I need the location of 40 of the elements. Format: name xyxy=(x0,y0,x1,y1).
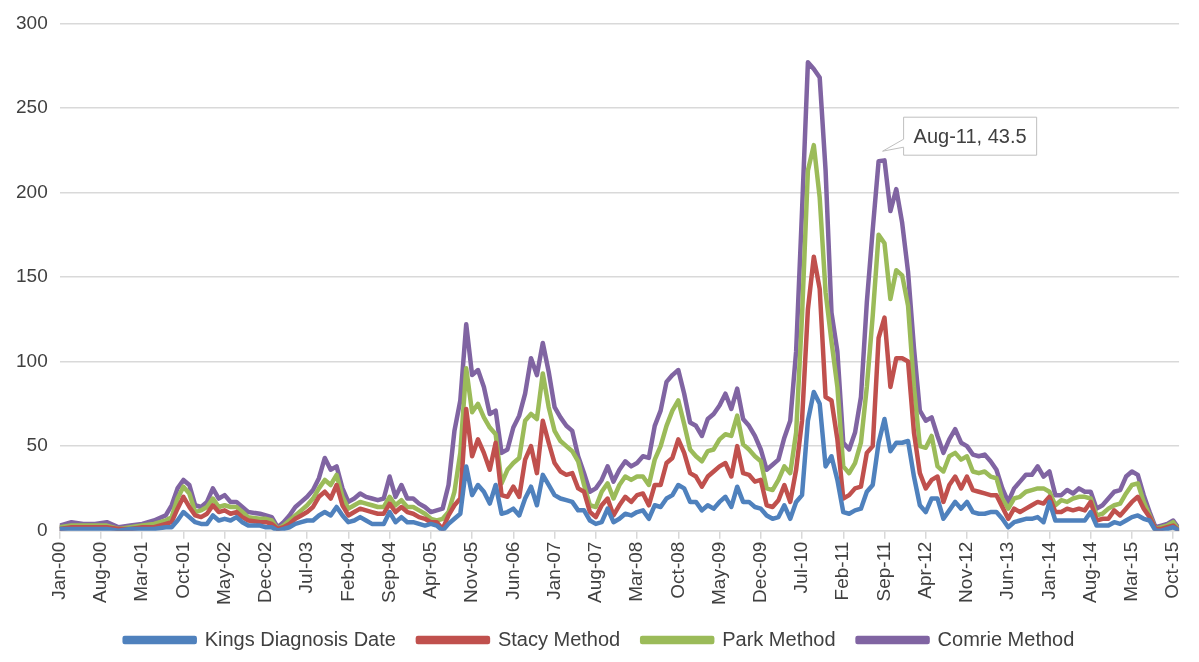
legend-label: Park Method xyxy=(722,627,836,650)
x-tick-label: Jun-06 xyxy=(501,541,523,600)
x-tick-label: Jul-10 xyxy=(790,541,812,594)
y-tick-label: 250 xyxy=(16,96,48,118)
x-tick-label: May-02 xyxy=(212,541,234,605)
x-tick-label: Dec-02 xyxy=(254,541,276,603)
x-tick-label: Jan-07 xyxy=(542,541,564,600)
x-tick-label: Jun-13 xyxy=(996,541,1018,600)
x-tick-label: Feb-11 xyxy=(831,541,853,601)
x-tick-label: May-09 xyxy=(707,541,729,605)
y-tick-label: 150 xyxy=(16,265,48,287)
legend-label: Stacy Method xyxy=(497,627,621,650)
x-tick-label: Oct-01 xyxy=(171,541,193,599)
x-tick-label: Jan-00 xyxy=(47,541,69,600)
x-tick-label: Aug-00 xyxy=(89,541,111,603)
y-tick-label: 300 xyxy=(16,11,48,33)
x-tick-label: Apr-12 xyxy=(913,541,935,599)
x-tick-label: Aug-07 xyxy=(584,541,606,603)
x-tick-label: Aug-14 xyxy=(1078,541,1100,603)
y-tick-label: 100 xyxy=(16,349,48,371)
x-tick-label: Jan-14 xyxy=(1037,541,1059,600)
x-tick-label: Oct-15 xyxy=(1161,541,1183,599)
x-tick-label: Nov-05 xyxy=(460,541,482,603)
x-tick-label: Nov-12 xyxy=(955,541,977,603)
x-tick-label: Sep-11 xyxy=(872,541,894,602)
x-tick-label: Apr-05 xyxy=(419,541,441,599)
x-tick-label: Jul-03 xyxy=(295,541,317,594)
legend-label: Kings Diagnosis Date xyxy=(204,627,396,650)
x-tick-label: Sep-04 xyxy=(377,541,399,603)
x-tick-label: Mar-08 xyxy=(625,541,647,602)
x-tick-label: Mar-15 xyxy=(1120,541,1142,602)
y-tick-label: 0 xyxy=(37,518,48,540)
x-tick-label: Mar-01 xyxy=(130,541,152,602)
x-tick-label: Oct-08 xyxy=(666,541,688,599)
y-tick-label: 200 xyxy=(16,180,48,202)
x-tick-label: Dec-09 xyxy=(749,541,771,603)
x-tick-label: Feb-04 xyxy=(336,541,358,602)
annotation: Aug-11, 43.5 xyxy=(913,124,1027,147)
legend-label: Comrie Method xyxy=(937,627,1075,650)
y-tick-label: 50 xyxy=(26,434,48,456)
